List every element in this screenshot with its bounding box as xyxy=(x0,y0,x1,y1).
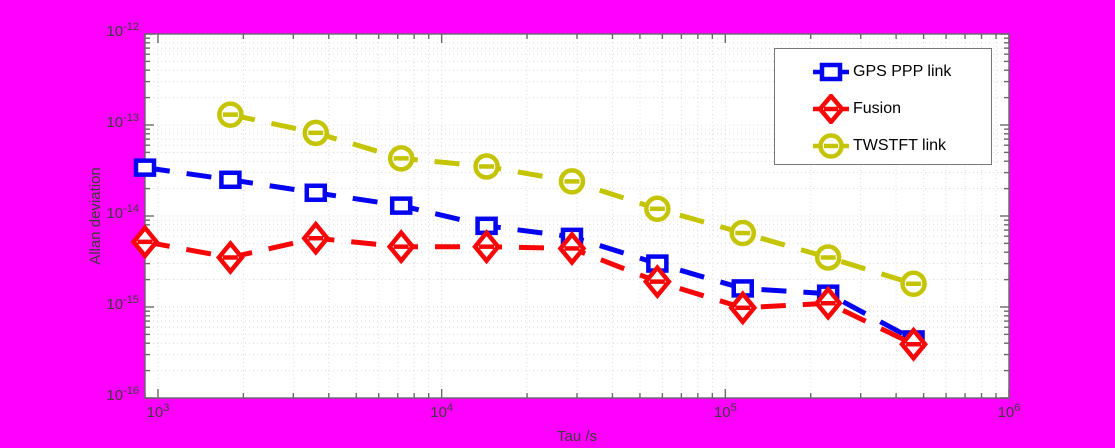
legend-item-gps-ppp-link: GPS PPP link xyxy=(811,54,991,91)
x-tick-label: 105 xyxy=(713,402,737,422)
square-marker-icon xyxy=(813,63,849,82)
y-tick-label: 10-13 xyxy=(106,112,139,132)
x-tick-label: 104 xyxy=(430,402,454,422)
y-tick-label: 10-12 xyxy=(106,21,139,41)
y-tick-label: 10-14 xyxy=(106,203,139,223)
x-tick-label: 103 xyxy=(146,402,170,422)
x-axis-title: Tau /s xyxy=(556,428,598,445)
legend-label: GPS PPP link xyxy=(853,63,952,81)
legend-label: Fusion xyxy=(853,100,902,117)
data-point-square xyxy=(389,196,413,215)
legend: GPS PPP link Fusion TWSTFT link xyxy=(774,48,992,165)
data-point-square xyxy=(304,183,328,203)
legend-square-marker xyxy=(819,63,843,82)
data-point-square xyxy=(133,158,157,177)
diamond-marker-icon xyxy=(813,94,849,124)
series-line-1 xyxy=(144,235,915,347)
y-tick-label: 10-16 xyxy=(106,385,139,405)
legend-item-twstft-link: TWSTFT link xyxy=(811,127,991,164)
circle-marker-icon xyxy=(813,132,849,159)
series-line-0 xyxy=(144,165,915,342)
data-point-square xyxy=(219,170,242,190)
x-tick-label: 106 xyxy=(997,402,1021,422)
legend-item-fusion: Fusion xyxy=(811,91,991,128)
y-tick-label: 10-15 xyxy=(106,294,139,314)
legend-label: TWSTFT link xyxy=(853,136,947,154)
